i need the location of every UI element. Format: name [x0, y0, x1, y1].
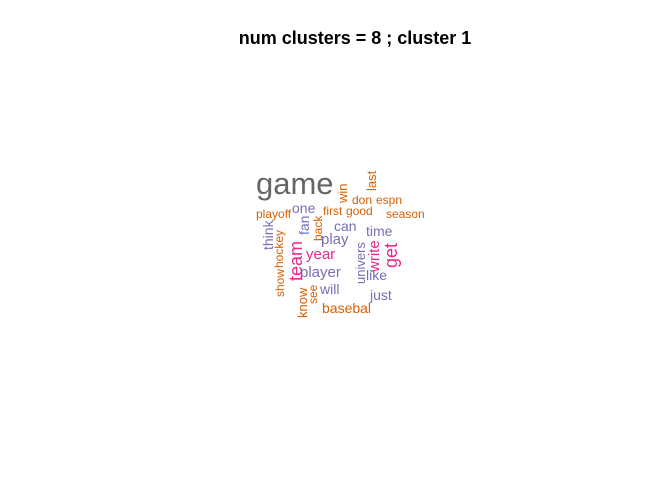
word-write: write — [366, 240, 383, 272]
plot-title: num clusters = 8 ; cluster 1 — [238, 28, 472, 48]
word-fan: fan — [296, 215, 312, 235]
word-player: player — [300, 264, 341, 281]
word-get: get — [381, 242, 401, 268]
word-hockey: hockey — [272, 229, 286, 268]
word-know: know — [295, 287, 310, 318]
word-don: don — [352, 193, 373, 207]
word-just: just — [370, 287, 392, 303]
word-last: last — [364, 170, 379, 191]
word-win: win — [335, 183, 350, 203]
word-playoff: playoff — [256, 207, 292, 221]
word-season: season — [386, 207, 425, 221]
word-year: year — [306, 246, 336, 263]
word-will: will — [320, 281, 340, 297]
word-first: first — [323, 204, 343, 218]
word-basebal: basebal — [322, 300, 372, 316]
word-espn: espn — [376, 193, 403, 207]
word-team: team — [286, 240, 306, 281]
word-show: show — [273, 268, 287, 297]
word-game: game — [256, 166, 334, 201]
word-good: good — [346, 204, 373, 218]
word-like: like — [366, 267, 388, 283]
word-play: play — [321, 231, 349, 248]
word-one: one — [292, 200, 316, 216]
word-can: can — [334, 218, 357, 234]
word-time: time — [366, 223, 393, 239]
word-back: back — [311, 215, 325, 241]
